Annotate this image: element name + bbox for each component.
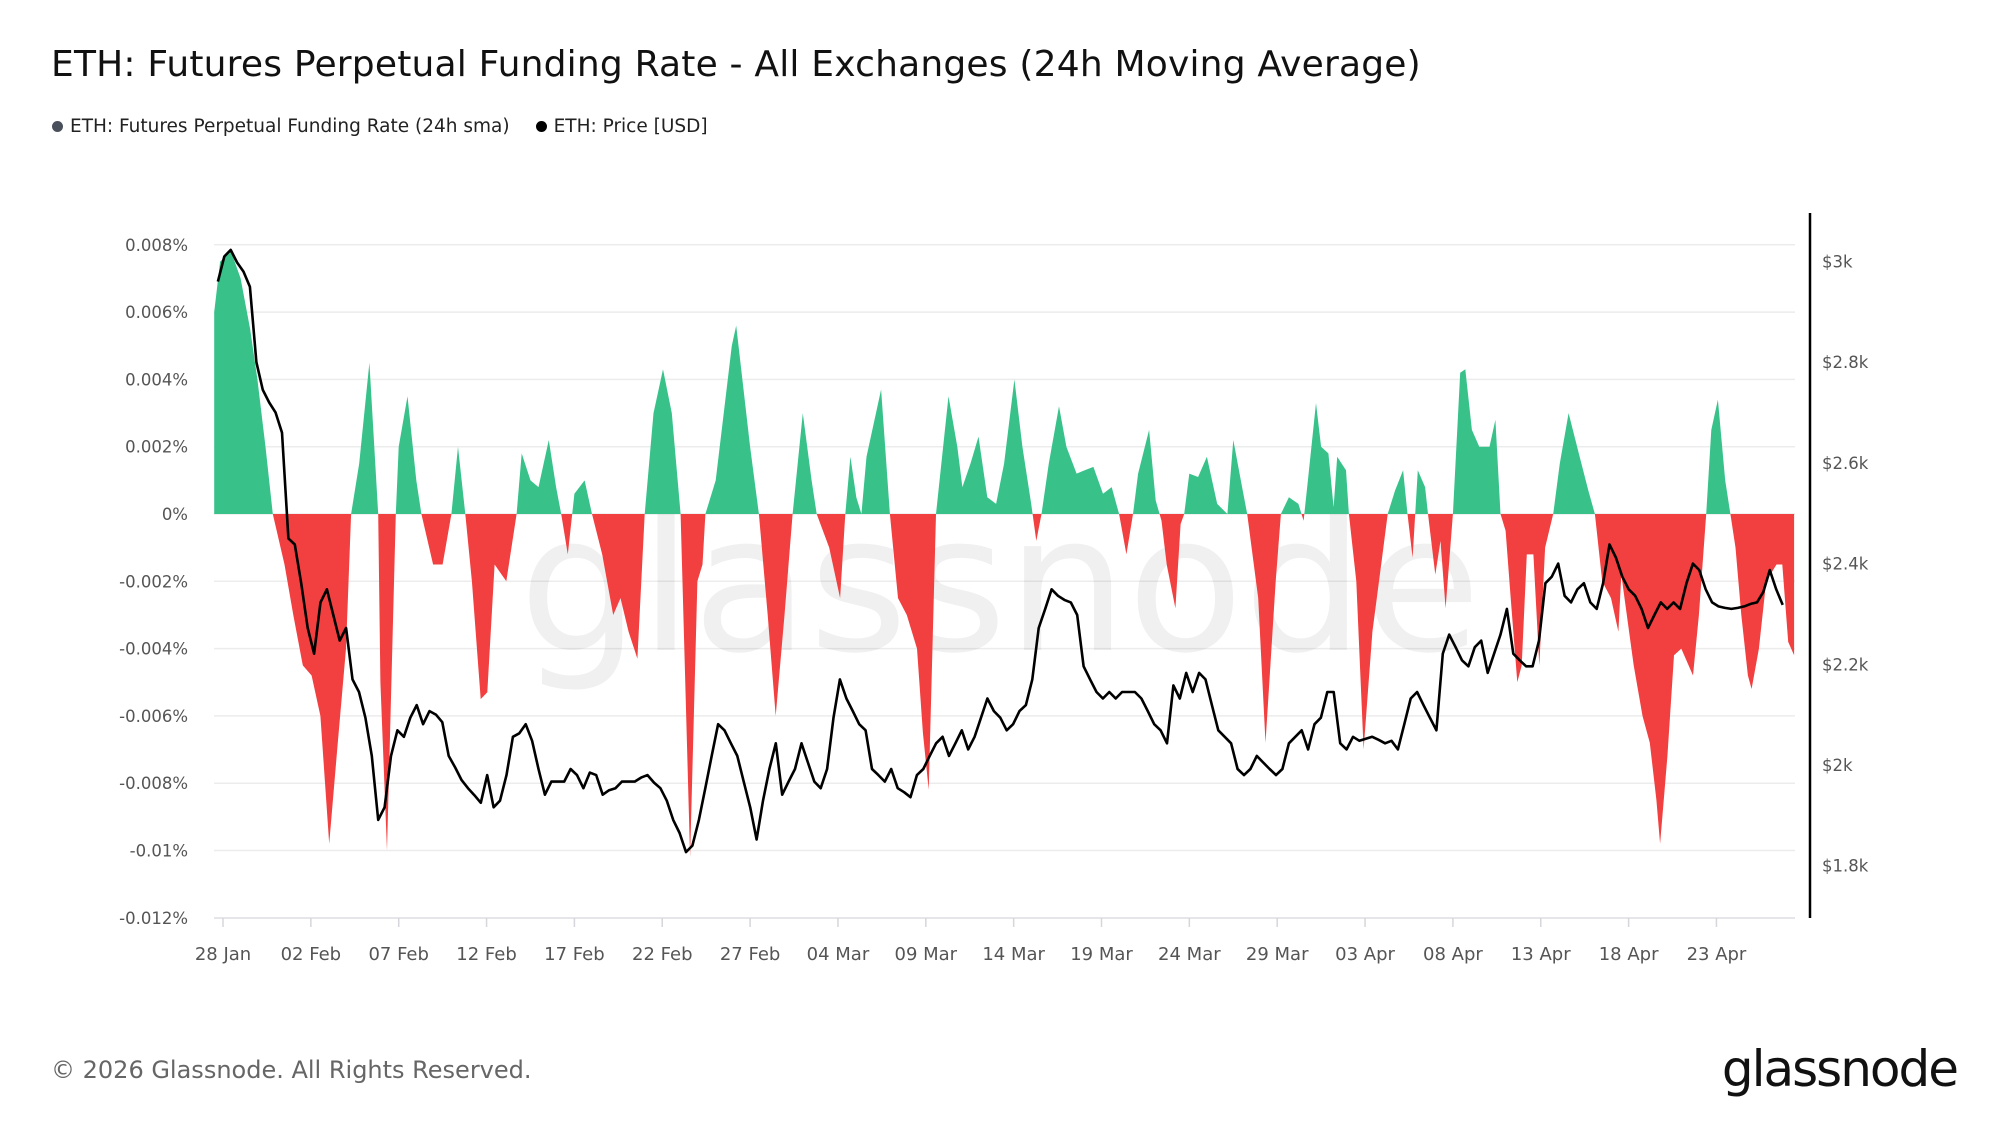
right-tick-label: $2.2k xyxy=(1822,655,1869,674)
x-tick-label: 18 Apr xyxy=(1599,944,1659,965)
chart-title: ETH: Futures Perpetual Funding Rate - Al… xyxy=(51,44,1421,85)
funding-positive-area xyxy=(214,251,1795,514)
right-tick-label: $2.4k xyxy=(1822,555,1869,574)
left-tick-label: -0.006% xyxy=(119,707,188,726)
legend-label: ETH: Futures Perpetual Funding Rate (24h… xyxy=(70,116,510,137)
right-tick-label: $2k xyxy=(1822,756,1853,775)
left-tick-label: 0.006% xyxy=(125,303,188,322)
left-tick-label: -0.004% xyxy=(119,640,188,659)
left-tick-label: -0.012% xyxy=(119,909,188,928)
left-tick-label: 0.002% xyxy=(125,438,188,457)
funding-negative-area xyxy=(214,514,1795,858)
x-tick-label: 02 Feb xyxy=(281,944,342,965)
left-tick-label: 0% xyxy=(162,505,188,524)
x-tick-label: 07 Feb xyxy=(368,944,429,965)
right-tick-label: $1.8k xyxy=(1822,857,1869,876)
x-tick-label: 08 Apr xyxy=(1423,944,1483,965)
left-tick-label: 0.004% xyxy=(125,370,188,389)
x-tick-label: 19 Mar xyxy=(1070,944,1133,965)
left-tick-label: -0.002% xyxy=(119,572,188,591)
x-tick-label: 17 Feb xyxy=(544,944,605,965)
x-tick-label: 27 Feb xyxy=(720,944,781,965)
left-tick-label: -0.01% xyxy=(130,842,188,861)
legend-dot-icon xyxy=(52,121,63,132)
legend-item-funding-rate[interactable]: ETH: Futures Perpetual Funding Rate (24h… xyxy=(52,116,510,137)
legend-dot-icon xyxy=(535,121,547,132)
x-tick-label: 04 Mar xyxy=(807,944,870,965)
right-axis: $3k $2.8k $2.6k $2.4k $2.2k $2k $1.8k xyxy=(1822,253,1869,876)
price-line xyxy=(216,248,1784,854)
copyright: © 2026 Glassnode. All Rights Reserved. xyxy=(51,1056,532,1084)
x-tick-label: 24 Mar xyxy=(1158,944,1221,965)
right-tick-label: $3k xyxy=(1822,253,1853,272)
x-tick-label: 09 Mar xyxy=(895,944,958,965)
x-tick-label: 22 Feb xyxy=(632,944,693,965)
x-tick-label: 12 Feb xyxy=(456,944,517,965)
legend-item-price[interactable]: ETH: Price [USD] xyxy=(535,116,708,137)
right-tick-label: $2.8k xyxy=(1822,353,1869,372)
x-tick-label: 13 Apr xyxy=(1511,944,1571,965)
x-tick-label: 14 Mar xyxy=(982,944,1045,965)
legend-label: ETH: Price [USD] xyxy=(553,116,708,137)
legend: ETH: Futures Perpetual Funding Rate (24h… xyxy=(52,116,708,137)
left-tick-label: 0.008% xyxy=(125,236,188,255)
x-tick-label: 23 Apr xyxy=(1687,944,1747,965)
right-tick-label: $2.6k xyxy=(1822,454,1869,473)
x-tick-label: 28 Jan xyxy=(195,944,251,965)
glassnode-logo: glassnode xyxy=(1721,1040,1959,1098)
x-axis: 28 Jan 02 Feb 07 Feb 12 Feb 17 Feb 22 Feb 27 F… xyxy=(195,918,1747,965)
left-tick-label: -0.008% xyxy=(119,774,188,793)
left-axis: 0.008% 0.006% 0.004% 0.002% 0% -0.002% -0.004%… xyxy=(119,236,188,928)
x-tick-label: 03 Apr xyxy=(1335,944,1395,965)
x-tick-label: 29 Mar xyxy=(1246,944,1309,965)
